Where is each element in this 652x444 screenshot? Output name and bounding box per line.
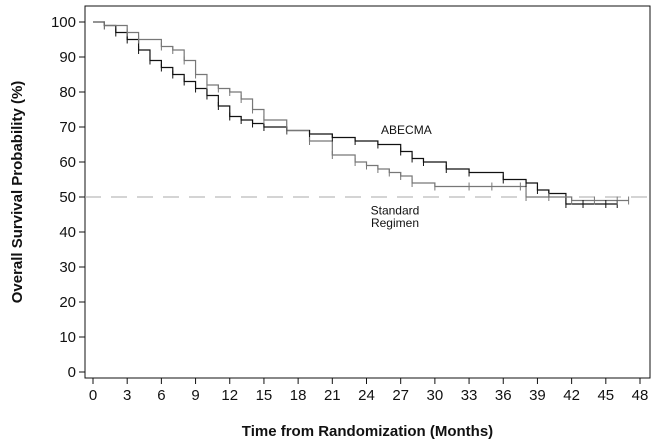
x-tick-label: 21 <box>324 387 341 404</box>
x-tick-label: 42 <box>563 387 580 404</box>
y-tick-label: 20 <box>59 294 76 311</box>
y-tick-label: 0 <box>68 364 76 381</box>
x-tick-label: 18 <box>290 387 307 404</box>
series-group <box>93 21 629 205</box>
series-annotation: Regimen <box>371 216 419 230</box>
x-tick-label: 39 <box>529 387 546 404</box>
y-tick-label: 30 <box>59 259 76 276</box>
x-tick-label: 0 <box>89 387 97 404</box>
x-tick-label: 12 <box>221 387 238 404</box>
x-tick-label: 45 <box>597 387 614 404</box>
x-tick-label: 36 <box>495 387 512 404</box>
x-tick-label: 9 <box>191 387 199 404</box>
censor-marks-group <box>103 21 630 208</box>
y-axis-title: Overall Survival Probability (%) <box>9 81 26 304</box>
y-tick-label: 60 <box>59 154 76 171</box>
x-tick-label: 27 <box>392 387 409 404</box>
y-axis-title-group: Overall Survival Probability (%) <box>9 81 26 304</box>
y-tick-label: 40 <box>59 224 76 241</box>
series-line-abecma <box>93 21 618 205</box>
x-tick-label: 33 <box>461 387 478 404</box>
y-tick-label: 10 <box>59 329 76 346</box>
series-line-standard-regimen <box>93 21 629 202</box>
x-tick-label: 24 <box>358 387 375 404</box>
x-tick-label: 6 <box>157 387 165 404</box>
axis-ticks: 0 3 6 9 12 15 18 21 24 27 30 33 36 39 42 45 480102030405… <box>51 14 648 404</box>
x-axis-title: Time from Randomization (Months) <box>242 423 493 440</box>
x-tick-label: 48 <box>632 387 649 404</box>
y-tick-label: 90 <box>59 49 76 66</box>
x-tick-label: 15 <box>256 387 273 404</box>
y-tick-label: 100 <box>51 14 76 31</box>
y-tick-label: 50 <box>59 189 76 206</box>
series-annotation: ABECMA <box>381 123 432 137</box>
x-tick-label: 3 <box>123 387 131 404</box>
y-tick-label: 70 <box>59 119 76 136</box>
plot-frame <box>84 5 651 379</box>
x-tick-label: 30 <box>427 387 444 404</box>
y-tick-label: 80 <box>59 84 76 101</box>
series-annotation: Standard <box>371 204 420 218</box>
